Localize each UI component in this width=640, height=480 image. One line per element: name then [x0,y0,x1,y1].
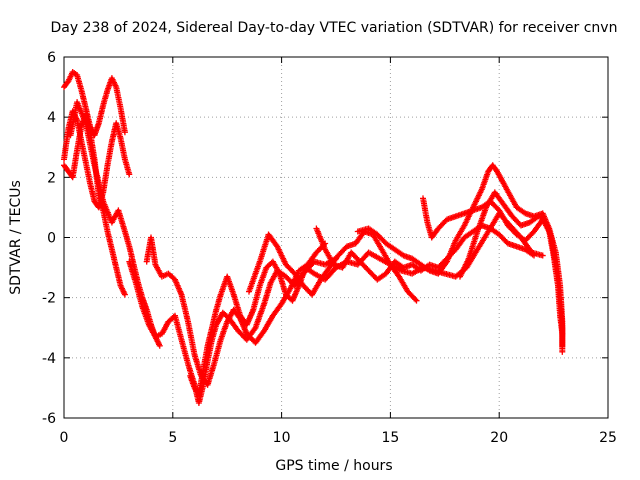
axis-ticks: 0 5 10 15 20 25 -6 -4 -2 0 2 4 6 [42,50,617,446]
y-tick-label: -2 [42,291,56,307]
y-tick-label: 4 [47,110,56,126]
x-axis-label: GPS time / hours [275,458,392,474]
x-tick-label: 20 [490,430,508,446]
data-point [126,171,133,178]
x-tick-label: 25 [599,430,617,446]
data-point [531,252,538,259]
x-tick-label: 10 [273,430,291,446]
y-tick-label: -4 [42,351,56,367]
data-point [412,296,419,303]
y-tick-label: 6 [47,50,56,66]
x-tick-label: 5 [168,430,177,446]
y-tick-label: 2 [47,170,56,186]
y-axis-label: SDTVAR / TECUs [8,180,24,295]
series-track-e [126,255,339,406]
series-track-l [457,189,566,355]
series-track-a [61,108,133,211]
data-markers [61,69,566,406]
data-point [413,297,420,304]
chart-title: Day 238 of 2024, Sidereal Day-to-day VTE… [51,20,618,36]
x-tick-label: 15 [381,430,399,446]
y-tick-label: 0 [47,231,56,247]
grid [64,57,608,418]
data-point [156,342,163,349]
series-track-g [187,210,546,397]
data-point [559,348,566,355]
x-tick-label: 0 [60,430,69,446]
y-tick-label: -6 [42,411,56,427]
series-track-f [143,234,329,388]
data-point [121,129,128,136]
series-track-i [313,222,538,283]
data-point [121,291,128,298]
data-point [539,252,546,259]
